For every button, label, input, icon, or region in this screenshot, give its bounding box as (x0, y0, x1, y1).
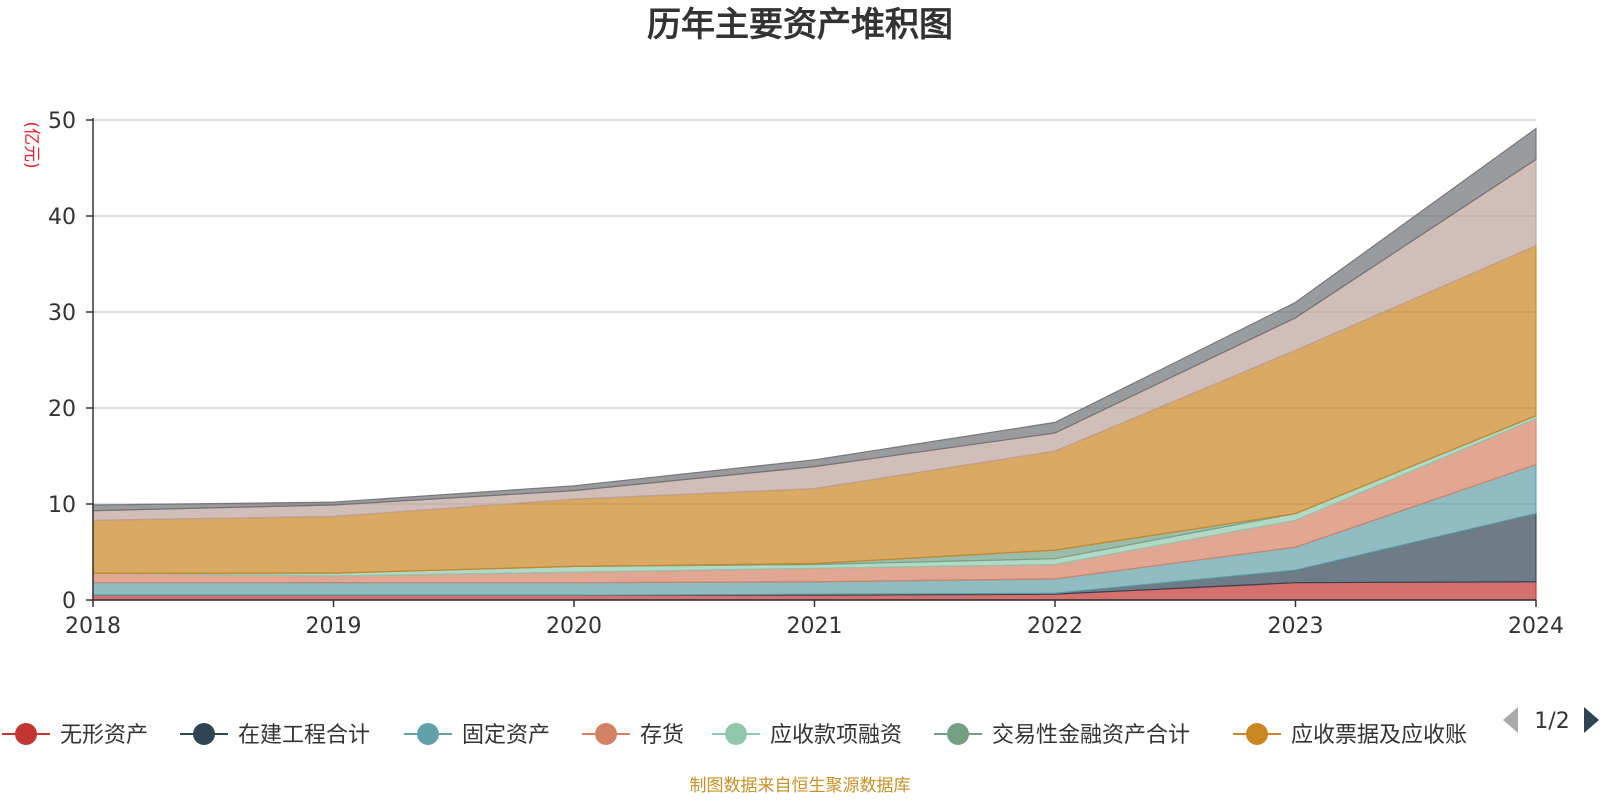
y-tick-label-0: 0 (62, 589, 76, 614)
legend-pager: 1/2 (1503, 707, 1599, 734)
x-tick-label-2022: 2022 (1027, 614, 1083, 639)
x-tick-label-2021: 2021 (787, 614, 843, 639)
legend-item-在建工程合计[interactable]: 在建工程合计 (180, 723, 370, 748)
y-tick-label-20: 20 (48, 397, 76, 422)
legend-item-应收款项融资[interactable]: 应收款项融资 (712, 723, 902, 748)
legend-prev-page-icon[interactable] (1503, 707, 1518, 733)
legend-label: 存货 (640, 723, 684, 748)
y-tick-label-30: 30 (48, 301, 76, 326)
legend-label: 应收款项融资 (770, 723, 902, 748)
legend-page-indicator: 1/2 (1534, 709, 1569, 734)
legend-label: 固定资产 (462, 723, 550, 748)
legend-next-page-icon[interactable] (1584, 707, 1599, 733)
y-axis-unit: (亿元) (21, 121, 41, 168)
legend-label: 在建工程合计 (238, 723, 370, 748)
legend-item-应收票据及应收账[interactable]: 应收票据及应收账 (1233, 723, 1467, 748)
legend-marker (193, 723, 215, 745)
x-tick-label-2018: 2018 (65, 614, 121, 639)
legend-marker (595, 723, 617, 745)
x-tick-label-2023: 2023 (1268, 614, 1324, 639)
legend-marker (15, 723, 37, 745)
y-tick-label-10: 10 (48, 493, 76, 518)
legend-marker (947, 723, 969, 745)
legend-item-无形资产[interactable]: 无形资产 (2, 723, 148, 748)
legend-item-存货[interactable]: 存货 (582, 723, 684, 748)
chart-title: 历年主要资产堆积图 (647, 5, 953, 45)
legend-label: 无形资产 (60, 723, 148, 748)
legend-marker (725, 723, 747, 745)
legend-marker (417, 723, 439, 745)
x-tick-label-2020: 2020 (546, 614, 602, 639)
y-tick-label-50: 50 (48, 109, 76, 134)
x-tick-label-2024: 2024 (1508, 614, 1564, 639)
legend-label: 交易性金融资产合计 (992, 723, 1190, 748)
legend-label: 应收票据及应收账 (1291, 723, 1467, 748)
x-tick-label-2019: 2019 (306, 614, 362, 639)
area-series-extra-8 (92, 127, 1537, 512)
legend-item-固定资产[interactable]: 固定资产 (404, 723, 550, 748)
y-tick-label-40: 40 (48, 205, 76, 230)
legend-marker (1246, 723, 1268, 745)
data-source-note: 制图数据来自恒生聚源数据库 (690, 776, 911, 796)
legend-item-交易性金融资产合计[interactable]: 交易性金融资产合计 (934, 723, 1190, 748)
